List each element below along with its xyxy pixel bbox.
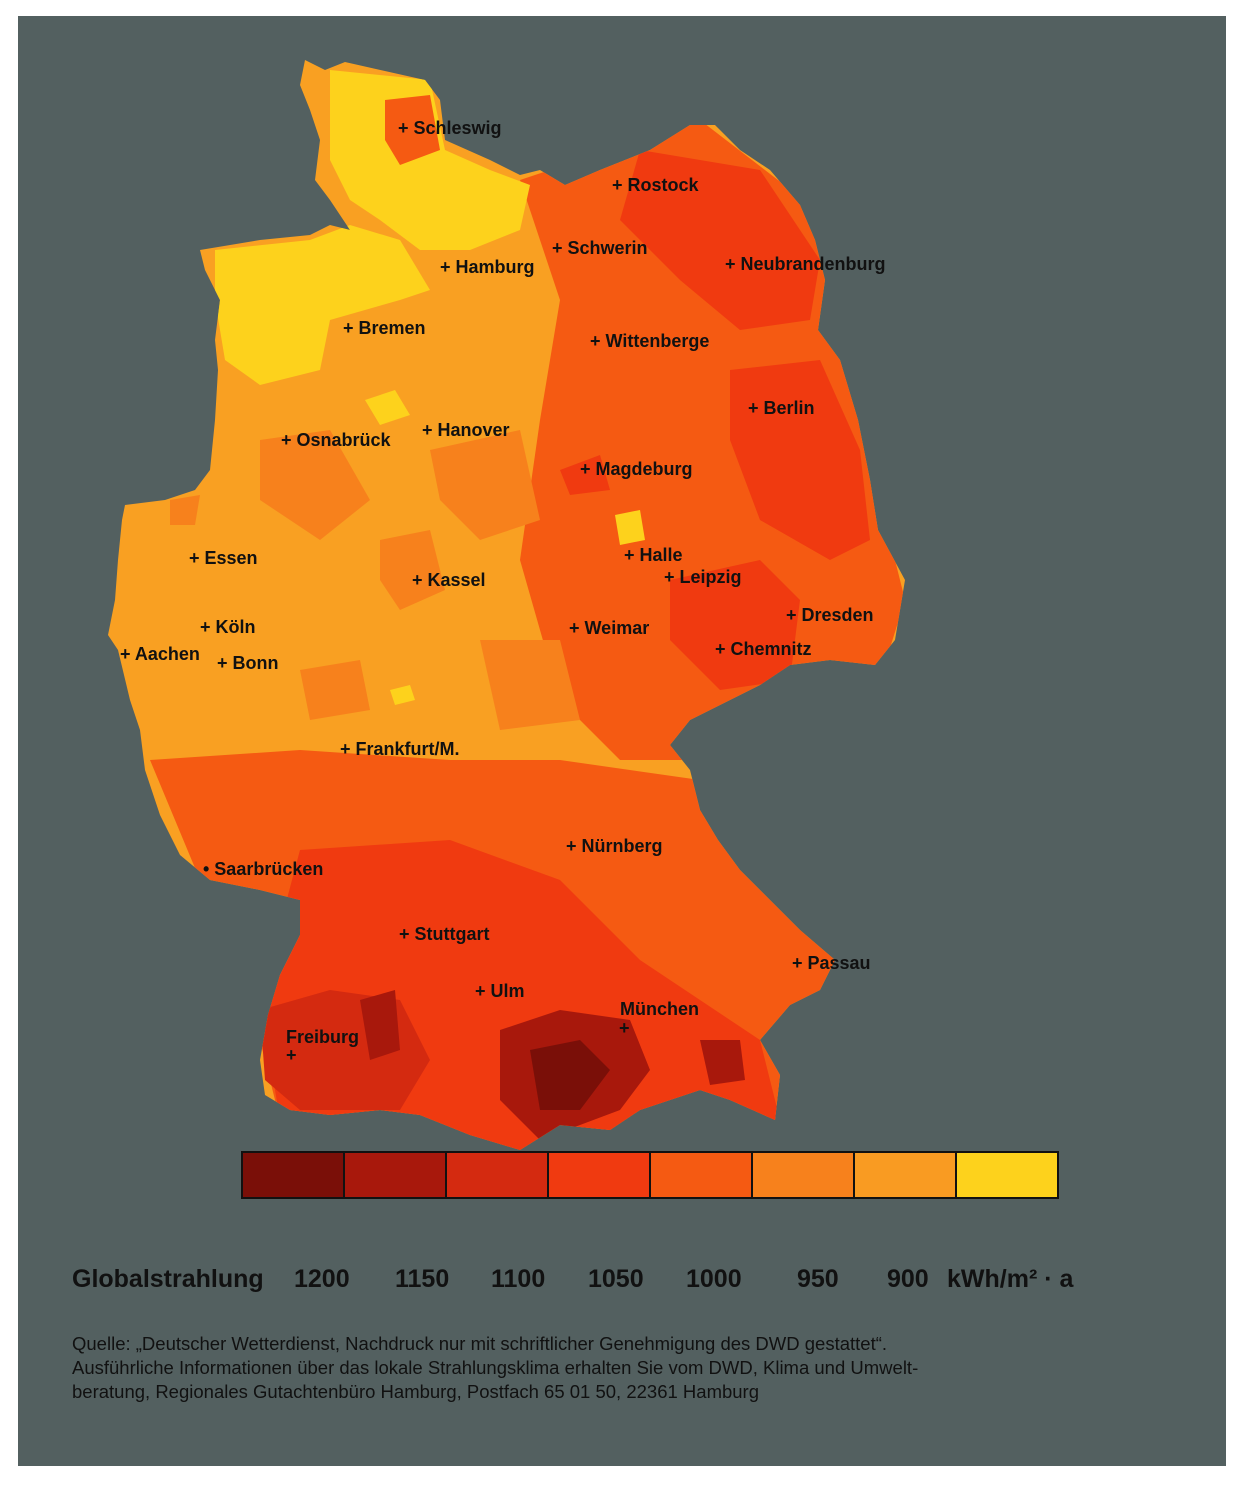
city-label-hanover: + Hanover bbox=[422, 420, 510, 440]
city-label-leipzig: + Leipzig bbox=[664, 567, 742, 587]
source-line-2: Ausführliche Informationen über das loka… bbox=[72, 1357, 919, 1378]
city-label-saarbr-cken: • Saarbrücken bbox=[203, 859, 323, 879]
city-label-chemnitz: + Chemnitz bbox=[715, 639, 812, 659]
city-label-hamburg: + Hamburg bbox=[440, 257, 535, 277]
city-label-wittenberge: + Wittenberge bbox=[590, 331, 709, 351]
legend-title: Globalstrahlung bbox=[72, 1265, 264, 1293]
city-label-osnabr-ck: + Osnabrück bbox=[281, 430, 392, 450]
city-marker-m-nchen: + bbox=[619, 1018, 630, 1038]
city-label-essen: + Essen bbox=[189, 548, 258, 568]
legend-value-1050: 1050 bbox=[588, 1265, 644, 1293]
city-label-m-nchen: München bbox=[620, 999, 699, 1019]
city-label-kassel: + Kassel bbox=[412, 570, 486, 590]
legend-value-1000: 1000 bbox=[686, 1265, 742, 1293]
city-label-weimar: + Weimar bbox=[569, 618, 649, 638]
city-label-bonn: + Bonn bbox=[217, 653, 279, 673]
legend-unit: kWh/m² · a bbox=[947, 1265, 1074, 1293]
city-label-neubrandenburg: + Neubrandenburg bbox=[725, 254, 886, 274]
city-label-frankfurt-m: + Frankfurt/M. bbox=[340, 739, 460, 759]
city-label-bremen: + Bremen bbox=[343, 318, 426, 338]
legend-value-950: 950 bbox=[797, 1265, 839, 1293]
city-marker-freiburg: + bbox=[286, 1045, 297, 1065]
source-line-1: Quelle: „Deutscher Wetterdienst, Nachdru… bbox=[72, 1333, 888, 1354]
city-label-schleswig: + Schleswig bbox=[398, 118, 502, 138]
city-label-freiburg: Freiburg bbox=[286, 1027, 359, 1047]
city-label-schwerin: + Schwerin bbox=[552, 238, 648, 258]
radiation-color-scale bbox=[241, 1151, 1059, 1199]
city-label-n-rnberg: + Nürnberg bbox=[566, 836, 663, 856]
city-label-dresden: + Dresden bbox=[786, 605, 874, 625]
legend-value-1150: 1150 bbox=[395, 1265, 450, 1293]
legend-value-1200: 1200 bbox=[294, 1265, 350, 1293]
scale-cell-8 bbox=[957, 1153, 1057, 1197]
scale-cell-4 bbox=[549, 1153, 651, 1197]
legend-value-900: 900 bbox=[887, 1265, 929, 1293]
city-label-magdeburg: + Magdeburg bbox=[580, 459, 693, 479]
city-label-rostock: + Rostock bbox=[612, 175, 700, 195]
city-label-k-ln: + Köln bbox=[200, 617, 256, 637]
scale-cell-5 bbox=[651, 1153, 753, 1197]
city-label-passau: + Passau bbox=[792, 953, 871, 973]
scale-cell-3 bbox=[447, 1153, 549, 1197]
city-label-halle: + Halle bbox=[624, 545, 683, 565]
city-label-ulm: + Ulm bbox=[475, 981, 525, 1001]
city-label-berlin: + Berlin bbox=[748, 398, 815, 418]
scale-cell-7 bbox=[855, 1153, 957, 1197]
scale-cell-1 bbox=[243, 1153, 345, 1197]
source-line-3: beratung, Regionales Gutachtenbüro Hambu… bbox=[72, 1381, 760, 1402]
scale-cell-2 bbox=[345, 1153, 447, 1197]
legend-value-1100: 1100 bbox=[491, 1265, 546, 1293]
legend-labels: Globalstrahlung 1200 1150 1100 1050 1000… bbox=[72, 1265, 1172, 1301]
city-label-aachen: + Aachen bbox=[120, 644, 200, 664]
city-labels: + Schleswig + Rostock + Schwerin + Hamburg +… bbox=[120, 118, 886, 1065]
source-note: Quelle: „Deutscher Wetterdienst, Nachdru… bbox=[72, 1332, 1172, 1404]
scale-cell-6 bbox=[753, 1153, 855, 1197]
city-label-stuttgart: + Stuttgart bbox=[399, 924, 490, 944]
